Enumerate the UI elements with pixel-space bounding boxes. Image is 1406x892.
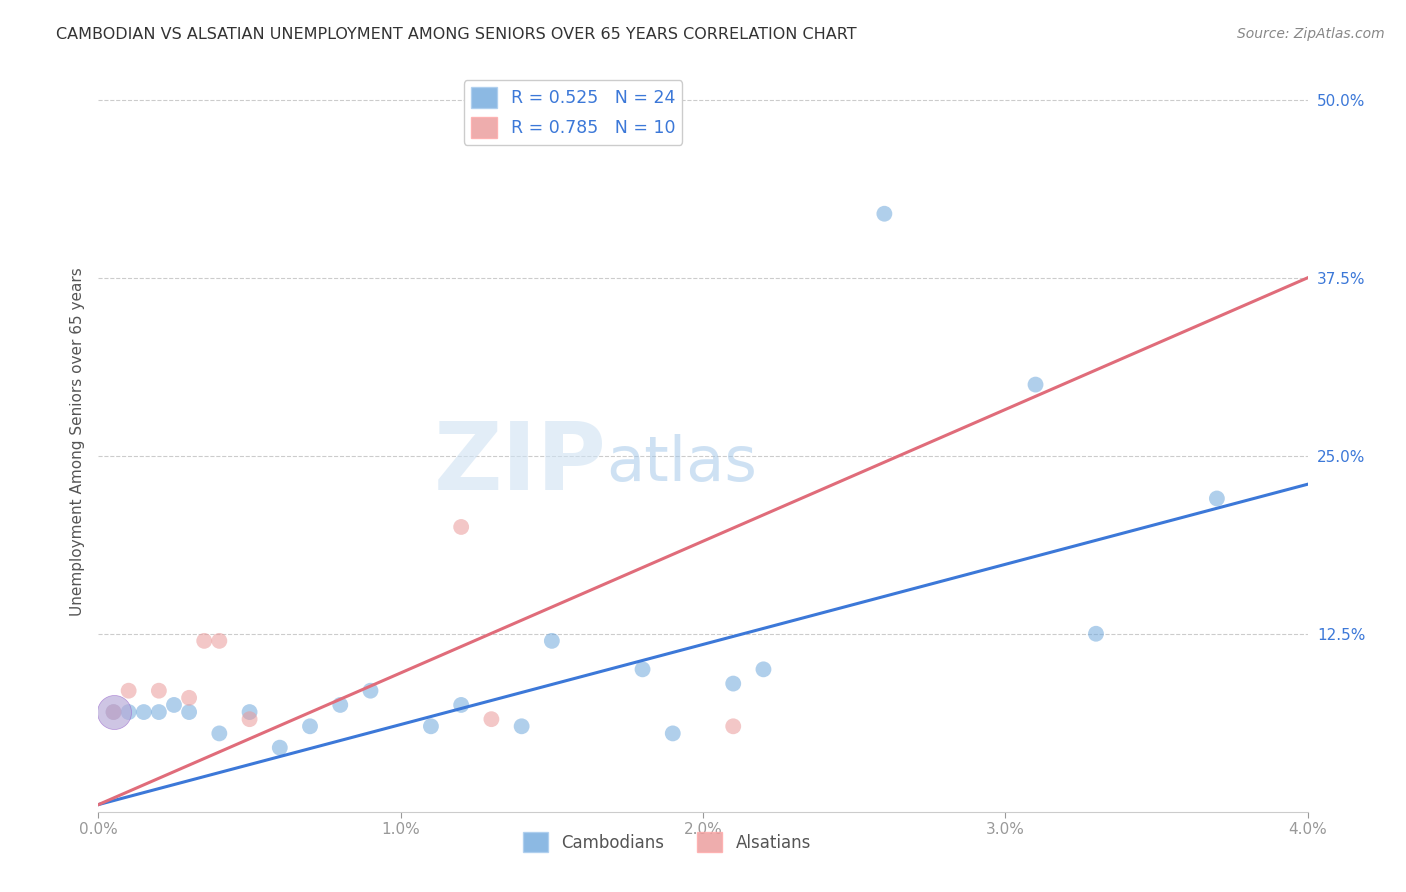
Point xyxy=(269,740,291,755)
Point xyxy=(208,633,231,648)
Point xyxy=(723,676,745,690)
Point xyxy=(193,633,215,648)
Text: atlas: atlas xyxy=(606,434,758,494)
Point xyxy=(299,719,322,733)
Text: Source: ZipAtlas.com: Source: ZipAtlas.com xyxy=(1237,27,1385,41)
Point xyxy=(239,705,262,719)
Point xyxy=(450,520,472,534)
Point xyxy=(103,705,125,719)
Point xyxy=(510,719,533,733)
Legend: Cambodians, Alsatians: Cambodians, Alsatians xyxy=(516,825,817,859)
Point xyxy=(1025,377,1047,392)
Point xyxy=(118,705,141,719)
Text: CAMBODIAN VS ALSATIAN UNEMPLOYMENT AMONG SENIORS OVER 65 YEARS CORRELATION CHART: CAMBODIAN VS ALSATIAN UNEMPLOYMENT AMONG… xyxy=(56,27,856,42)
Point xyxy=(103,705,125,719)
Point xyxy=(239,712,262,726)
Point xyxy=(208,726,231,740)
Text: ZIP: ZIP xyxy=(433,417,606,509)
Point xyxy=(873,207,896,221)
Point xyxy=(179,705,201,719)
Point xyxy=(163,698,186,712)
Point xyxy=(723,719,745,733)
Point xyxy=(481,712,503,726)
Point xyxy=(148,683,170,698)
Point xyxy=(450,698,472,712)
Point xyxy=(132,705,155,719)
Point xyxy=(661,726,683,740)
Point xyxy=(329,698,352,712)
Point xyxy=(103,705,125,719)
Point xyxy=(1206,491,1229,506)
Point xyxy=(420,719,443,733)
Point xyxy=(631,662,654,676)
Point xyxy=(1085,626,1108,640)
Point xyxy=(360,683,382,698)
Point xyxy=(540,633,562,648)
Point xyxy=(148,705,170,719)
Point xyxy=(752,662,775,676)
Point xyxy=(179,690,201,705)
Point xyxy=(118,683,141,698)
Y-axis label: Unemployment Among Seniors over 65 years: Unemployment Among Seniors over 65 years xyxy=(69,268,84,615)
